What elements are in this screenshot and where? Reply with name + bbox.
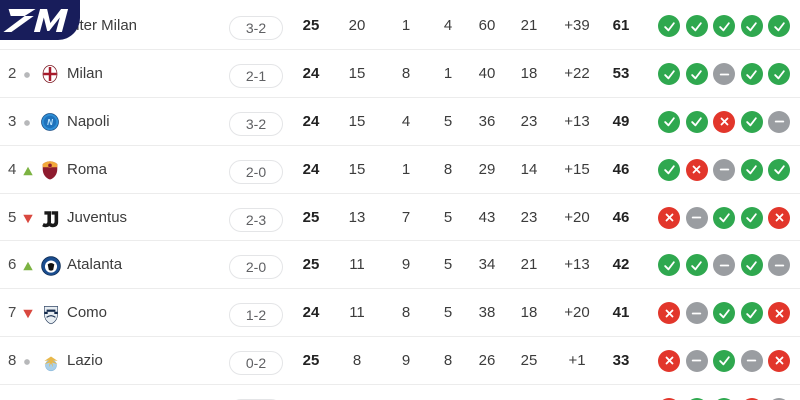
svg-text:N: N [47,118,53,127]
